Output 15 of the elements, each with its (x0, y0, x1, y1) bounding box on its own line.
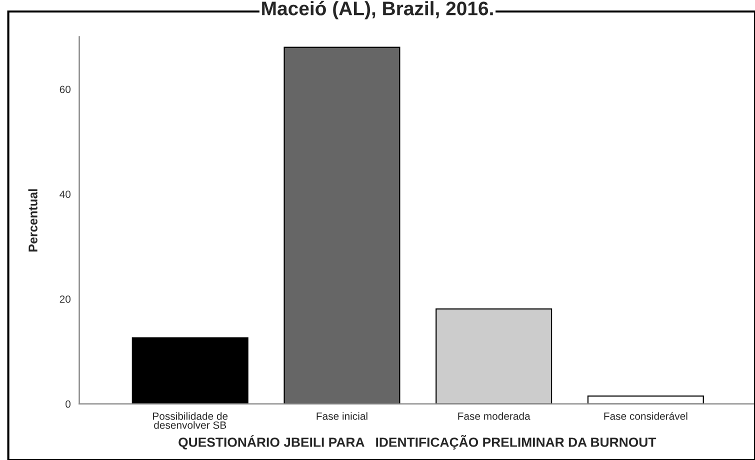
x-tick-label: Fase moderada (458, 412, 530, 420)
bar (284, 46, 400, 404)
y-tick-label: 40 (60, 190, 71, 198)
x-tick-label: Fase considerável (604, 412, 688, 420)
bar (587, 395, 704, 404)
chart-title: Maceió (AL), Brazil, 2016. (262, 0, 493, 20)
y-tick-label: 20 (60, 296, 71, 303)
y-tick-label: 0 (66, 400, 71, 408)
bar (132, 337, 248, 404)
x-axis-title: QUESTIONÁRIO JBEILI PARA IDENTIFICAÇÃO PRELIMINAR DA BURNOUT (178, 435, 656, 450)
bar (436, 308, 552, 404)
x-tick-label: Possibilidade de desenvolver SB (153, 412, 228, 429)
x-tick-label: Fase inicial (316, 412, 368, 420)
y-tick-label: 60 (60, 86, 71, 94)
y-axis-title: Percentual (28, 189, 38, 252)
